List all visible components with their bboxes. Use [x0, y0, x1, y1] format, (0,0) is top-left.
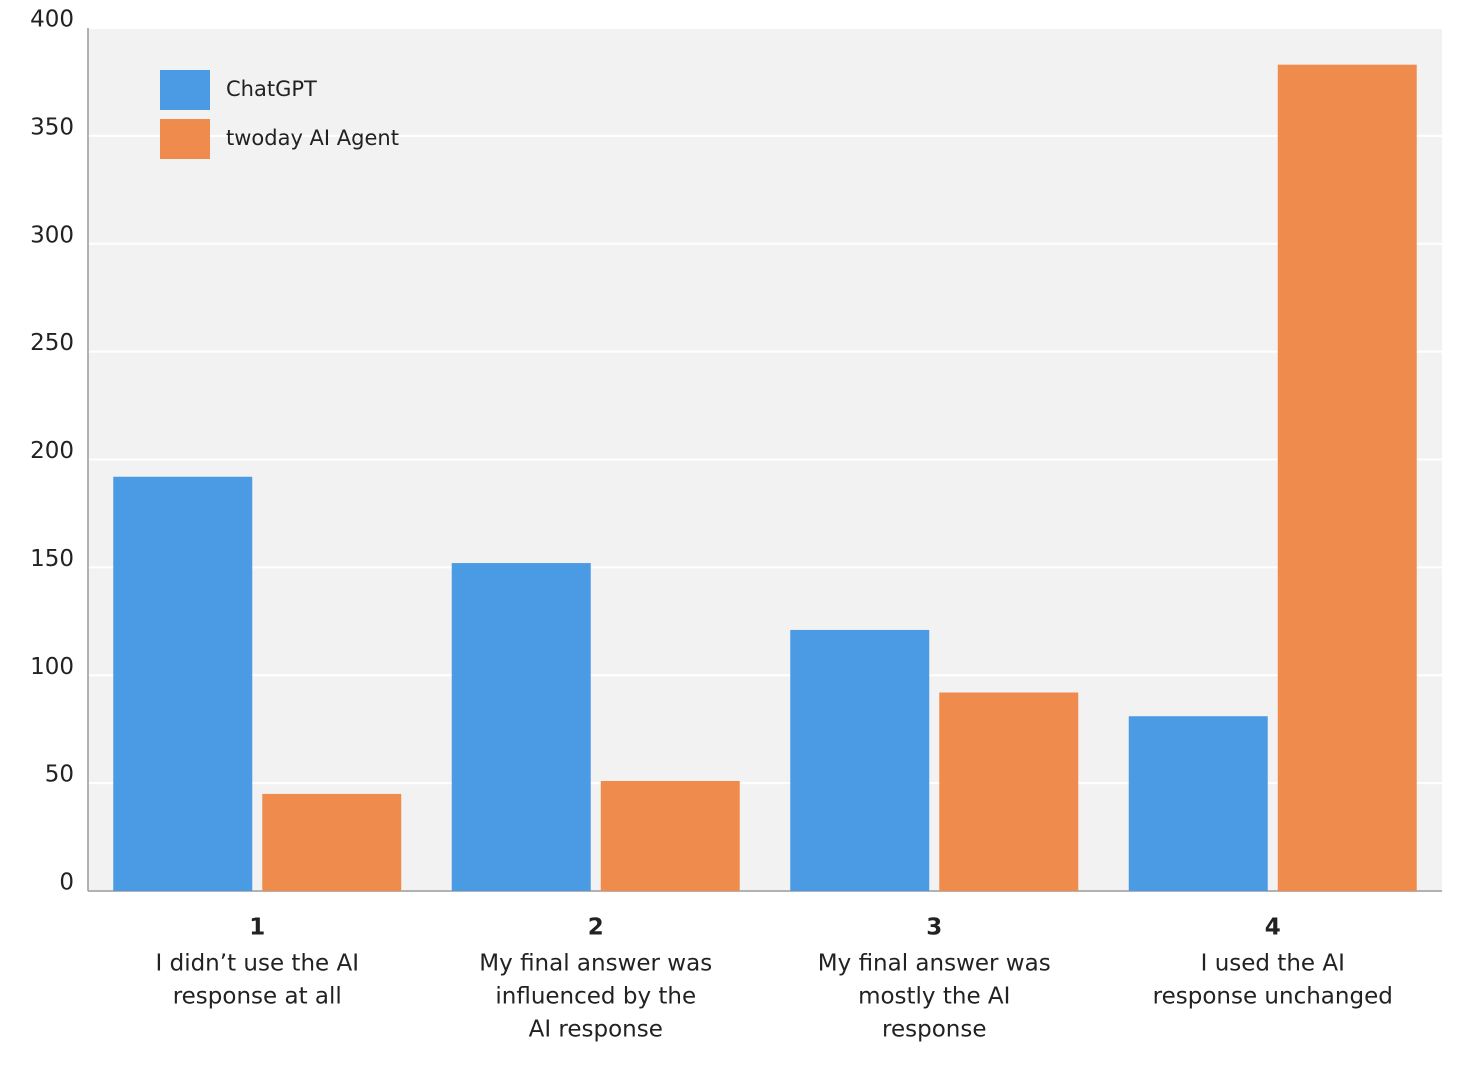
x-tick-description: My final answer was: [818, 951, 1051, 977]
y-tick-label: 350: [30, 114, 74, 140]
bar: [113, 476, 253, 891]
x-tick-description: My final answer was: [479, 951, 712, 977]
y-tick-label: 250: [30, 330, 74, 356]
x-tick-description: I used the AI: [1201, 951, 1345, 977]
bar: [262, 793, 402, 891]
x-tick-description: AI response: [529, 1017, 663, 1043]
x-tick-label: 3: [926, 915, 942, 941]
y-tick-label: 300: [30, 222, 74, 248]
x-tick-description: response: [882, 1017, 986, 1043]
x-tick-description: mostly the AI: [858, 984, 1010, 1010]
x-tick-label: 2: [588, 915, 604, 941]
bar: [1128, 716, 1268, 891]
x-tick-description: I didn’t use the AI: [156, 951, 360, 977]
bar: [600, 780, 740, 891]
y-tick-label: 200: [30, 438, 74, 464]
x-tick-description: influenced by the: [495, 984, 696, 1010]
x-tick-label: 1: [249, 915, 265, 941]
y-tick-label: 0: [59, 870, 74, 896]
bar: [1277, 64, 1417, 892]
x-tick-label: 4: [1265, 915, 1281, 941]
legend-swatch: [160, 70, 210, 110]
bar: [939, 692, 1079, 891]
y-tick-label: 100: [30, 654, 74, 680]
bar: [790, 629, 930, 891]
x-tick-description: response unchanged: [1153, 984, 1393, 1010]
x-tick-description: response at all: [173, 984, 342, 1010]
y-tick-label: 150: [30, 546, 74, 572]
legend-label: twoday AI Agent: [226, 126, 399, 150]
y-tick-label: 50: [45, 762, 74, 788]
legend-label: ChatGPT: [226, 77, 317, 101]
bar: [451, 563, 591, 891]
y-tick-label: 400: [30, 7, 74, 33]
legend-swatch: [160, 119, 210, 159]
